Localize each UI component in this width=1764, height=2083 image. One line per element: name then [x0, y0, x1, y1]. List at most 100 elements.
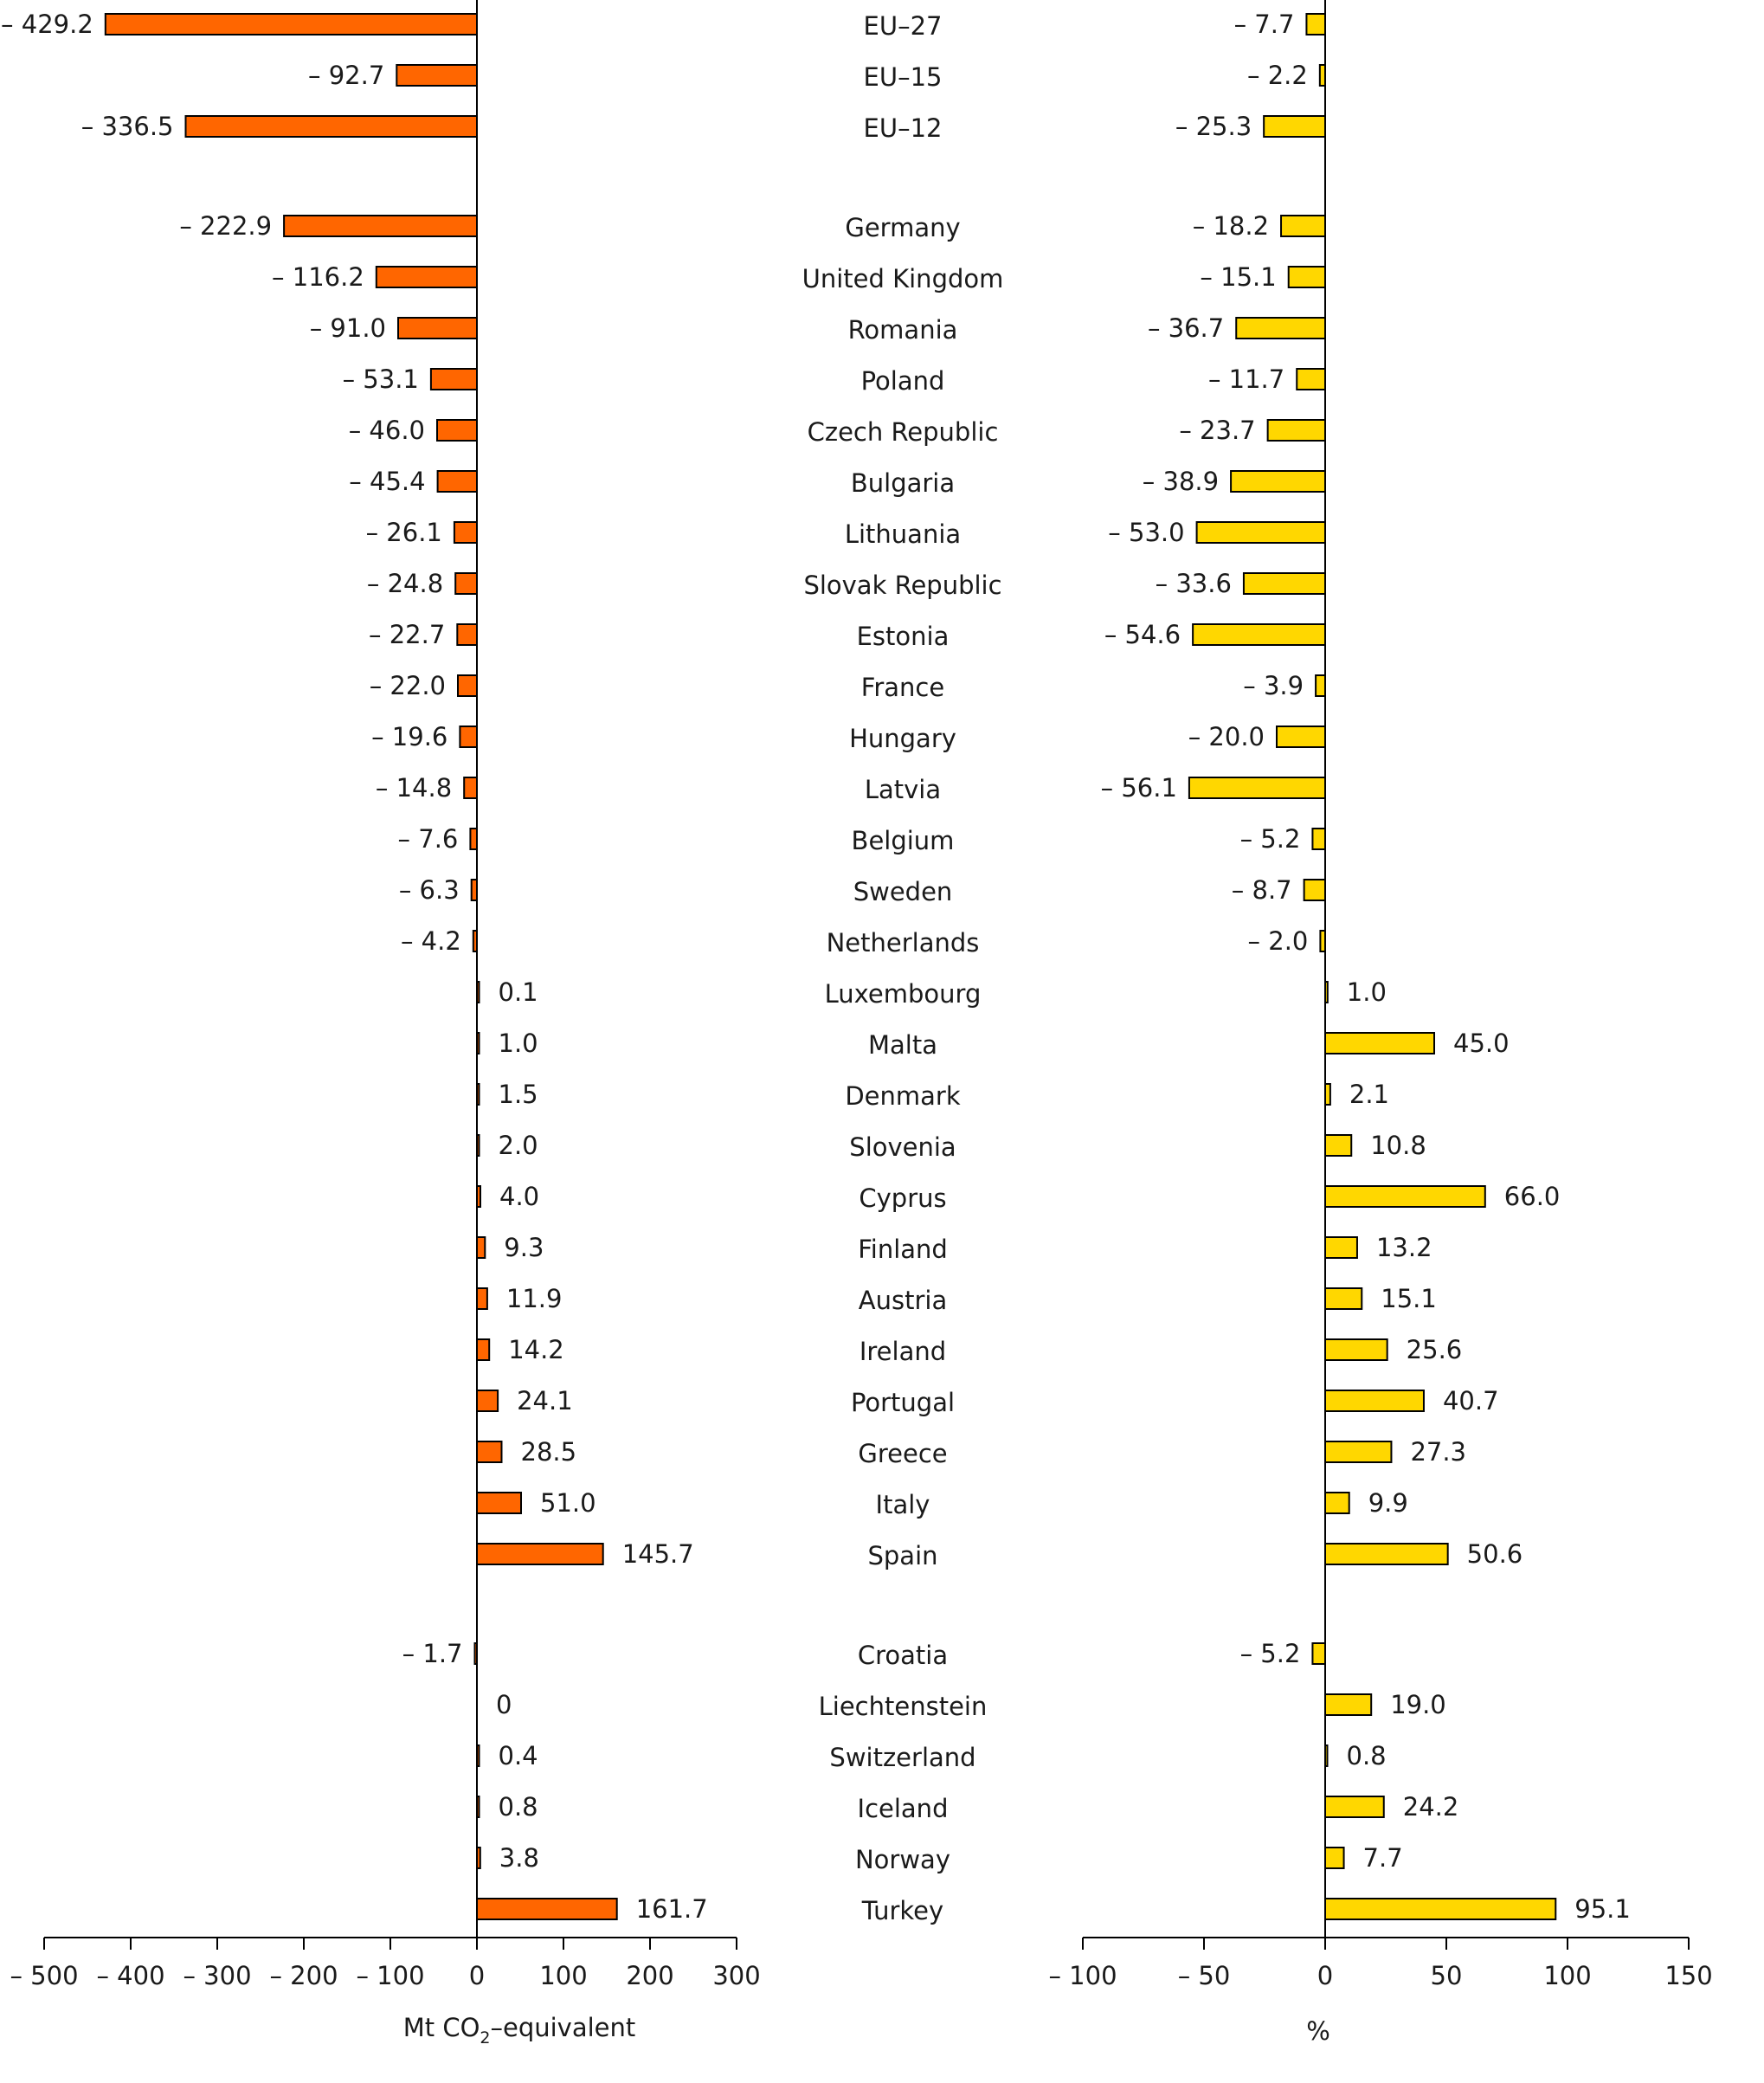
data-label: 51.0 — [540, 1488, 596, 1518]
data-label: 9.9 — [1368, 1488, 1408, 1518]
bar — [457, 674, 478, 697]
data-label: – 92.7 — [308, 61, 384, 90]
data-label: – 36.7 — [1148, 313, 1224, 343]
bar — [1235, 317, 1326, 339]
data-label: – 22.7 — [369, 620, 445, 649]
bar — [1188, 777, 1327, 799]
data-label: – 4.2 — [401, 926, 461, 956]
bar — [1324, 1185, 1486, 1208]
data-label: 2.1 — [1349, 1080, 1389, 1109]
data-label: – 5.2 — [1240, 824, 1301, 854]
data-label: – 53.0 — [1108, 518, 1184, 547]
right-x-axis-title: % — [1306, 2016, 1330, 2046]
data-label: – 23.7 — [1179, 416, 1255, 445]
left-x-axis-title: Mt CO2–equivalent — [403, 2013, 636, 2048]
data-label: – 22.0 — [370, 671, 446, 700]
bar — [470, 879, 479, 901]
category-label: Latvia — [865, 775, 941, 804]
bar — [1324, 1338, 1388, 1361]
category-label: Spain — [867, 1541, 937, 1570]
x-tick-label: – 50 — [1178, 1961, 1231, 1990]
bar — [396, 64, 478, 87]
data-label: 0.8 — [499, 1792, 538, 1822]
data-label: – 7.7 — [1234, 10, 1295, 39]
data-label: – 14.8 — [376, 773, 452, 803]
data-label: 19.0 — [1390, 1690, 1446, 1719]
bar — [1324, 1287, 1363, 1310]
x-tick-label: 200 — [626, 1961, 673, 1990]
data-label: – 2.2 — [1247, 61, 1308, 90]
x-tick-label: 100 — [539, 1961, 587, 1990]
category-label: Croatia — [858, 1641, 948, 1670]
data-label: 9.3 — [504, 1233, 544, 1262]
data-label: – 116.2 — [272, 262, 364, 292]
bar — [1324, 1693, 1373, 1716]
bar — [436, 470, 479, 493]
category-label: Austria — [859, 1286, 947, 1315]
bar — [1303, 879, 1327, 901]
category-label: EU–12 — [864, 113, 943, 143]
data-label: 24.1 — [517, 1386, 573, 1416]
data-label: – 25.3 — [1175, 112, 1252, 141]
x-tick-label: 100 — [1543, 1961, 1591, 1990]
category-label: Iceland — [858, 1794, 949, 1823]
bar — [476, 1543, 604, 1565]
bar — [1319, 930, 1327, 952]
category-label: Belgium — [852, 826, 955, 855]
data-label: 25.6 — [1407, 1335, 1463, 1364]
data-label: – 91.0 — [310, 313, 386, 343]
data-label: – 20.0 — [1188, 722, 1265, 751]
category-label: Finland — [858, 1235, 948, 1264]
data-label: 161.7 — [636, 1894, 708, 1924]
bar — [1324, 1083, 1331, 1106]
bar — [1195, 521, 1326, 544]
bar — [1324, 1441, 1393, 1463]
bar — [454, 572, 479, 595]
data-label: 1.5 — [499, 1080, 538, 1109]
bar — [476, 1338, 491, 1361]
category-label: Poland — [861, 366, 945, 396]
x-tick-label: – 300 — [183, 1961, 251, 1990]
bar — [469, 828, 479, 850]
data-label: – 11.7 — [1208, 364, 1284, 394]
bar — [459, 726, 479, 748]
category-label: Turkey — [861, 1896, 943, 1925]
bar — [1230, 470, 1326, 493]
bar — [397, 317, 478, 339]
bar — [1263, 115, 1327, 138]
category-label: Switzerland — [829, 1743, 975, 1772]
bar — [429, 368, 478, 390]
data-label: 13.2 — [1376, 1233, 1432, 1262]
bar — [463, 777, 479, 799]
x-tick-label: 150 — [1664, 1961, 1712, 1990]
data-label: – 53.1 — [343, 364, 419, 394]
data-label: 0.4 — [499, 1741, 538, 1770]
category-label: Lithuania — [845, 519, 961, 549]
data-label: 27.3 — [1410, 1437, 1466, 1467]
category-label: Greece — [858, 1439, 947, 1468]
country-labels: EU–27 EU–15 EU–12 Germany United Kingdom Roma… — [802, 11, 1004, 1925]
data-label: – 8.7 — [1232, 875, 1292, 905]
bar — [476, 1898, 618, 1920]
data-label: 4.0 — [499, 1182, 539, 1211]
category-label: Germany — [845, 213, 960, 242]
category-label: Cyprus — [859, 1183, 946, 1213]
bar — [476, 1287, 488, 1310]
bar — [1192, 623, 1326, 646]
data-label: 50.6 — [1467, 1539, 1523, 1569]
data-label: 0 — [496, 1690, 512, 1719]
bar — [476, 1441, 503, 1463]
data-label: 40.7 — [1443, 1386, 1499, 1416]
bar — [1315, 674, 1326, 697]
data-label: 0.8 — [1347, 1741, 1387, 1770]
bar — [1311, 1642, 1326, 1665]
x-tick-label: – 100 — [1048, 1961, 1117, 1990]
bar — [283, 215, 478, 237]
bar — [1324, 981, 1329, 1003]
bar — [453, 521, 479, 544]
category-label: Portugal — [851, 1388, 955, 1417]
data-label: – 38.9 — [1143, 467, 1219, 496]
bar — [1324, 1543, 1449, 1565]
percent-change-chart: – 7.7 – 2.2 – 25.3 – 18.2 – 15.1 – 36.7 – 11.7… — [1048, 0, 1713, 1990]
